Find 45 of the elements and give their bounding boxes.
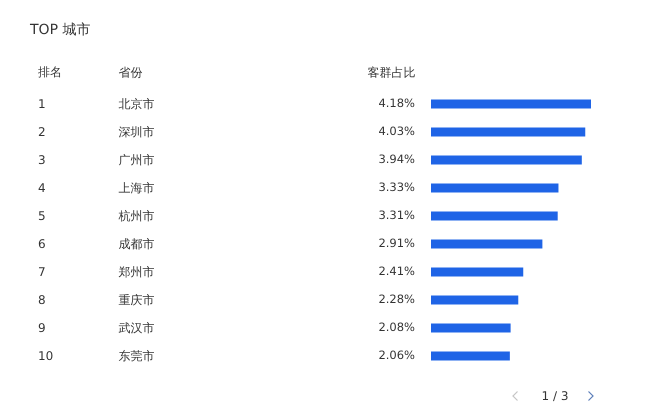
y-tick-label: 广州市: [118, 153, 154, 167]
data-label: 4.03%: [378, 124, 416, 138]
text: 4: [38, 181, 46, 195]
bar: [431, 268, 524, 276]
y-tick-label: 郑州市: [118, 265, 154, 279]
data-label: 3.31%: [378, 208, 416, 222]
text: 10: [38, 349, 54, 363]
data-label: 2.28%: [378, 292, 416, 306]
text: 1: [38, 97, 46, 111]
y-tick-label: 深圳市: [118, 125, 154, 139]
text: 8: [38, 293, 46, 307]
x-axis-title: 客群占比: [368, 66, 416, 80]
bar: [431, 100, 591, 108]
bar: [431, 352, 510, 360]
bar: [431, 324, 511, 332]
y-tick-label: 北京市: [118, 97, 154, 111]
bar: [431, 128, 586, 136]
data-label: 3.33%: [378, 180, 416, 194]
y-tick-label: 成都市: [118, 237, 154, 251]
bar: [431, 240, 542, 248]
text: TOP 城市: [29, 22, 90, 38]
text: 3: [38, 153, 46, 167]
text: 6: [38, 237, 46, 251]
y-tick-label: 重庆市: [118, 293, 154, 307]
data-label: 3.94%: [378, 152, 416, 166]
bar: [431, 156, 582, 164]
y-axis-title: 省份: [118, 66, 142, 80]
y-tick-label: 上海市: [118, 181, 154, 195]
bar: [431, 296, 518, 304]
y-tick-label: 杭州市: [118, 209, 154, 223]
text: 排名: [38, 65, 62, 79]
text: 5: [38, 209, 46, 223]
text: 1 / 3: [542, 389, 568, 403]
text: 9: [38, 321, 46, 335]
data-label: 2.91%: [378, 236, 416, 250]
y-tick-label: 武汉市: [118, 321, 154, 335]
data-label: 2.41%: [378, 264, 416, 278]
text: 2: [38, 125, 46, 139]
y-tick-label: 东莞市: [118, 349, 154, 363]
bar: [431, 184, 558, 192]
data-label: 2.06%: [378, 348, 416, 362]
bar: [431, 212, 558, 220]
data-label: 2.08%: [378, 320, 416, 334]
text: 7: [38, 265, 46, 279]
data-label: 4.18%: [378, 96, 416, 110]
